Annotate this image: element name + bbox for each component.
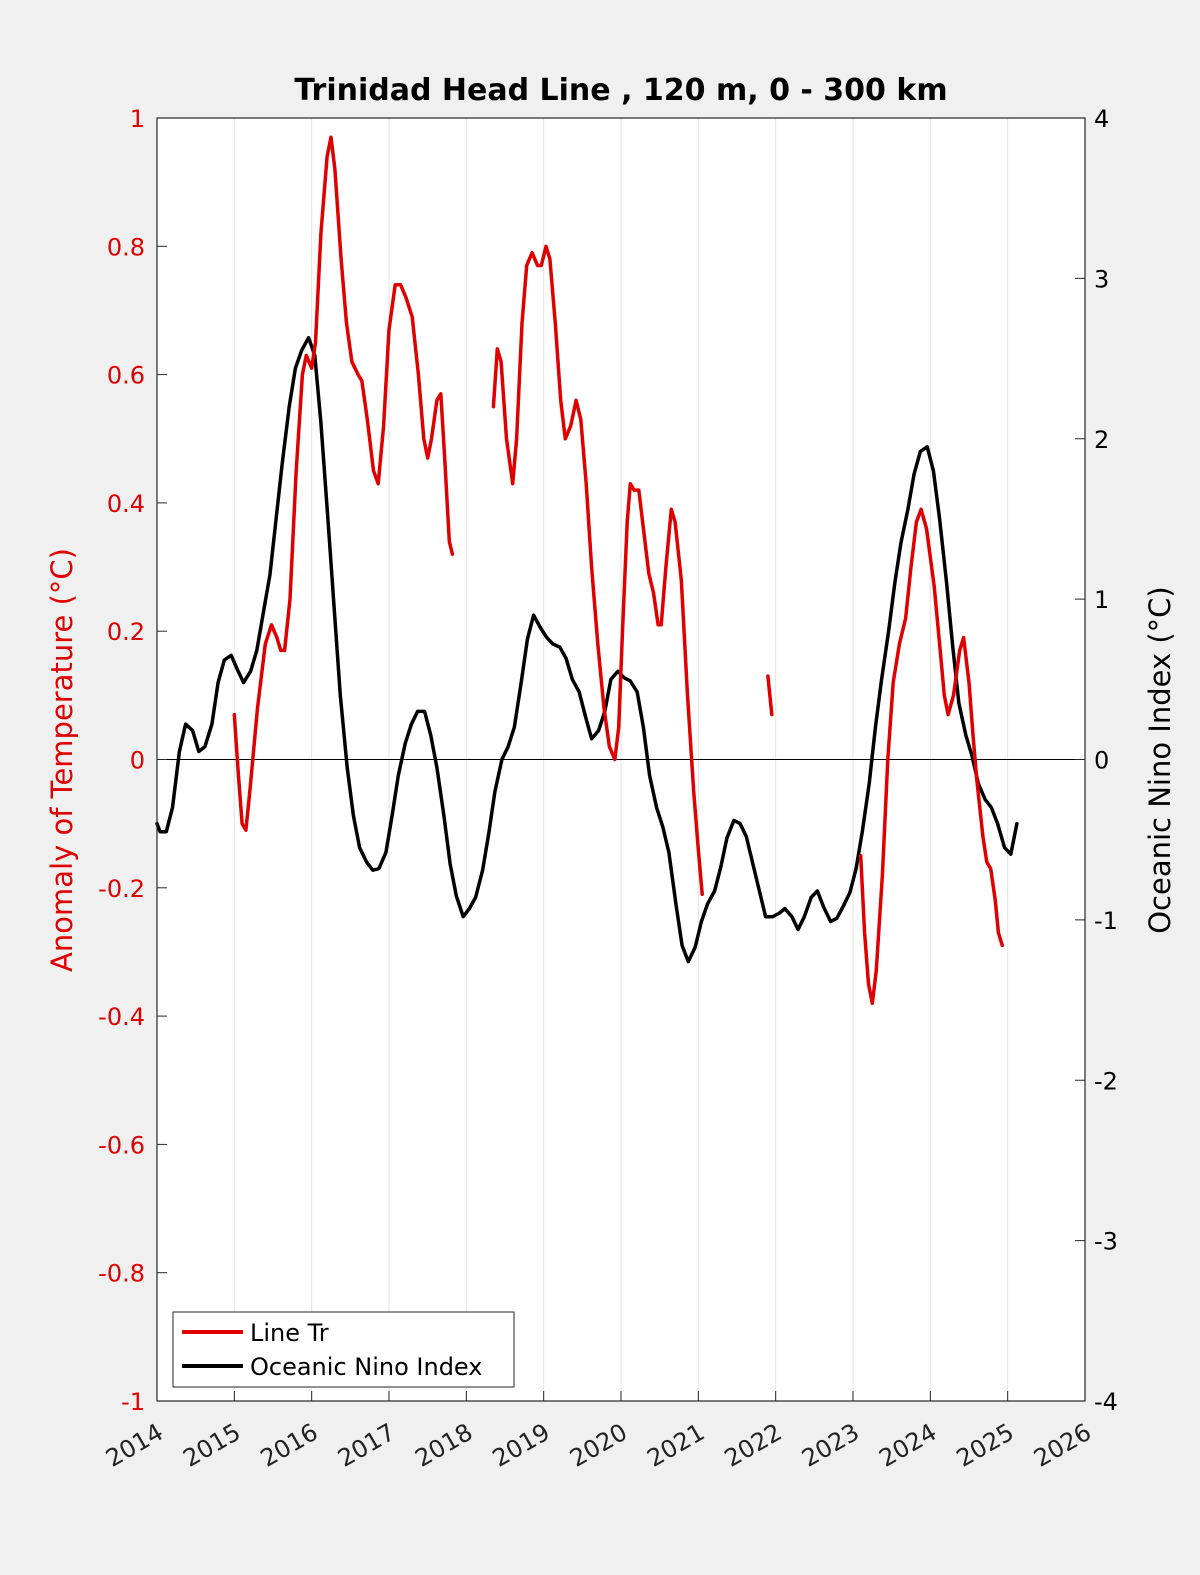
y-right-tick-label: -2 bbox=[1094, 1067, 1118, 1095]
y-left-tick-label: -0.6 bbox=[98, 1131, 145, 1159]
legend-box bbox=[172, 1311, 515, 1388]
y-left-tick-label: 0.2 bbox=[107, 618, 145, 646]
y-left-tick-label: 1 bbox=[130, 105, 145, 133]
legend-label-line-tr: Line Tr bbox=[250, 1319, 329, 1347]
y-right-tick-label: 4 bbox=[1094, 105, 1109, 133]
y-left-tick-label: 0.6 bbox=[107, 362, 145, 390]
y-right-tick-label: -1 bbox=[1094, 907, 1118, 935]
y-right-tick-label: -4 bbox=[1094, 1388, 1118, 1416]
y-right-tick-label: 1 bbox=[1094, 586, 1109, 614]
legend-label-oni: Oceanic Nino Index bbox=[250, 1353, 482, 1381]
y-left-tick-label: -1 bbox=[121, 1388, 145, 1416]
y-right-tick-label: 0 bbox=[1094, 747, 1109, 775]
y-right-tick-label: 3 bbox=[1094, 265, 1109, 293]
y-left-tick-label: 0.8 bbox=[107, 233, 145, 261]
y-left-tick-label: -0.4 bbox=[98, 1003, 145, 1031]
y-left-tick-label: -0.2 bbox=[98, 875, 145, 903]
y-left-tick-label: -0.8 bbox=[98, 1260, 145, 1288]
line-tr-segment-4 bbox=[858, 507, 1005, 1006]
line-tr-segment-2 bbox=[491, 244, 704, 896]
line-tr-segment-1 bbox=[232, 135, 455, 832]
y-right-tick-label: -3 bbox=[1094, 1228, 1118, 1256]
y-left-tick-label: 0 bbox=[130, 747, 145, 775]
y-axis-left-label: Anomaly of Temperature (°C) bbox=[45, 548, 79, 972]
legend: Line Tr Oceanic Nino Index bbox=[172, 1311, 515, 1388]
chart-title: Trinidad Head Line , 120 m, 0 - 300 km bbox=[294, 73, 947, 108]
axis-ticks bbox=[156, 117, 1086, 1402]
y-axis-right-label: Oceanic Nino Index (°C) bbox=[1143, 586, 1177, 934]
oni-line bbox=[155, 335, 1019, 964]
line-tr-segment-3 bbox=[766, 674, 774, 717]
y-left-tick-label: 0.4 bbox=[107, 490, 145, 518]
series-layer bbox=[155, 135, 1019, 1006]
y-right-tick-label: 2 bbox=[1094, 426, 1109, 454]
